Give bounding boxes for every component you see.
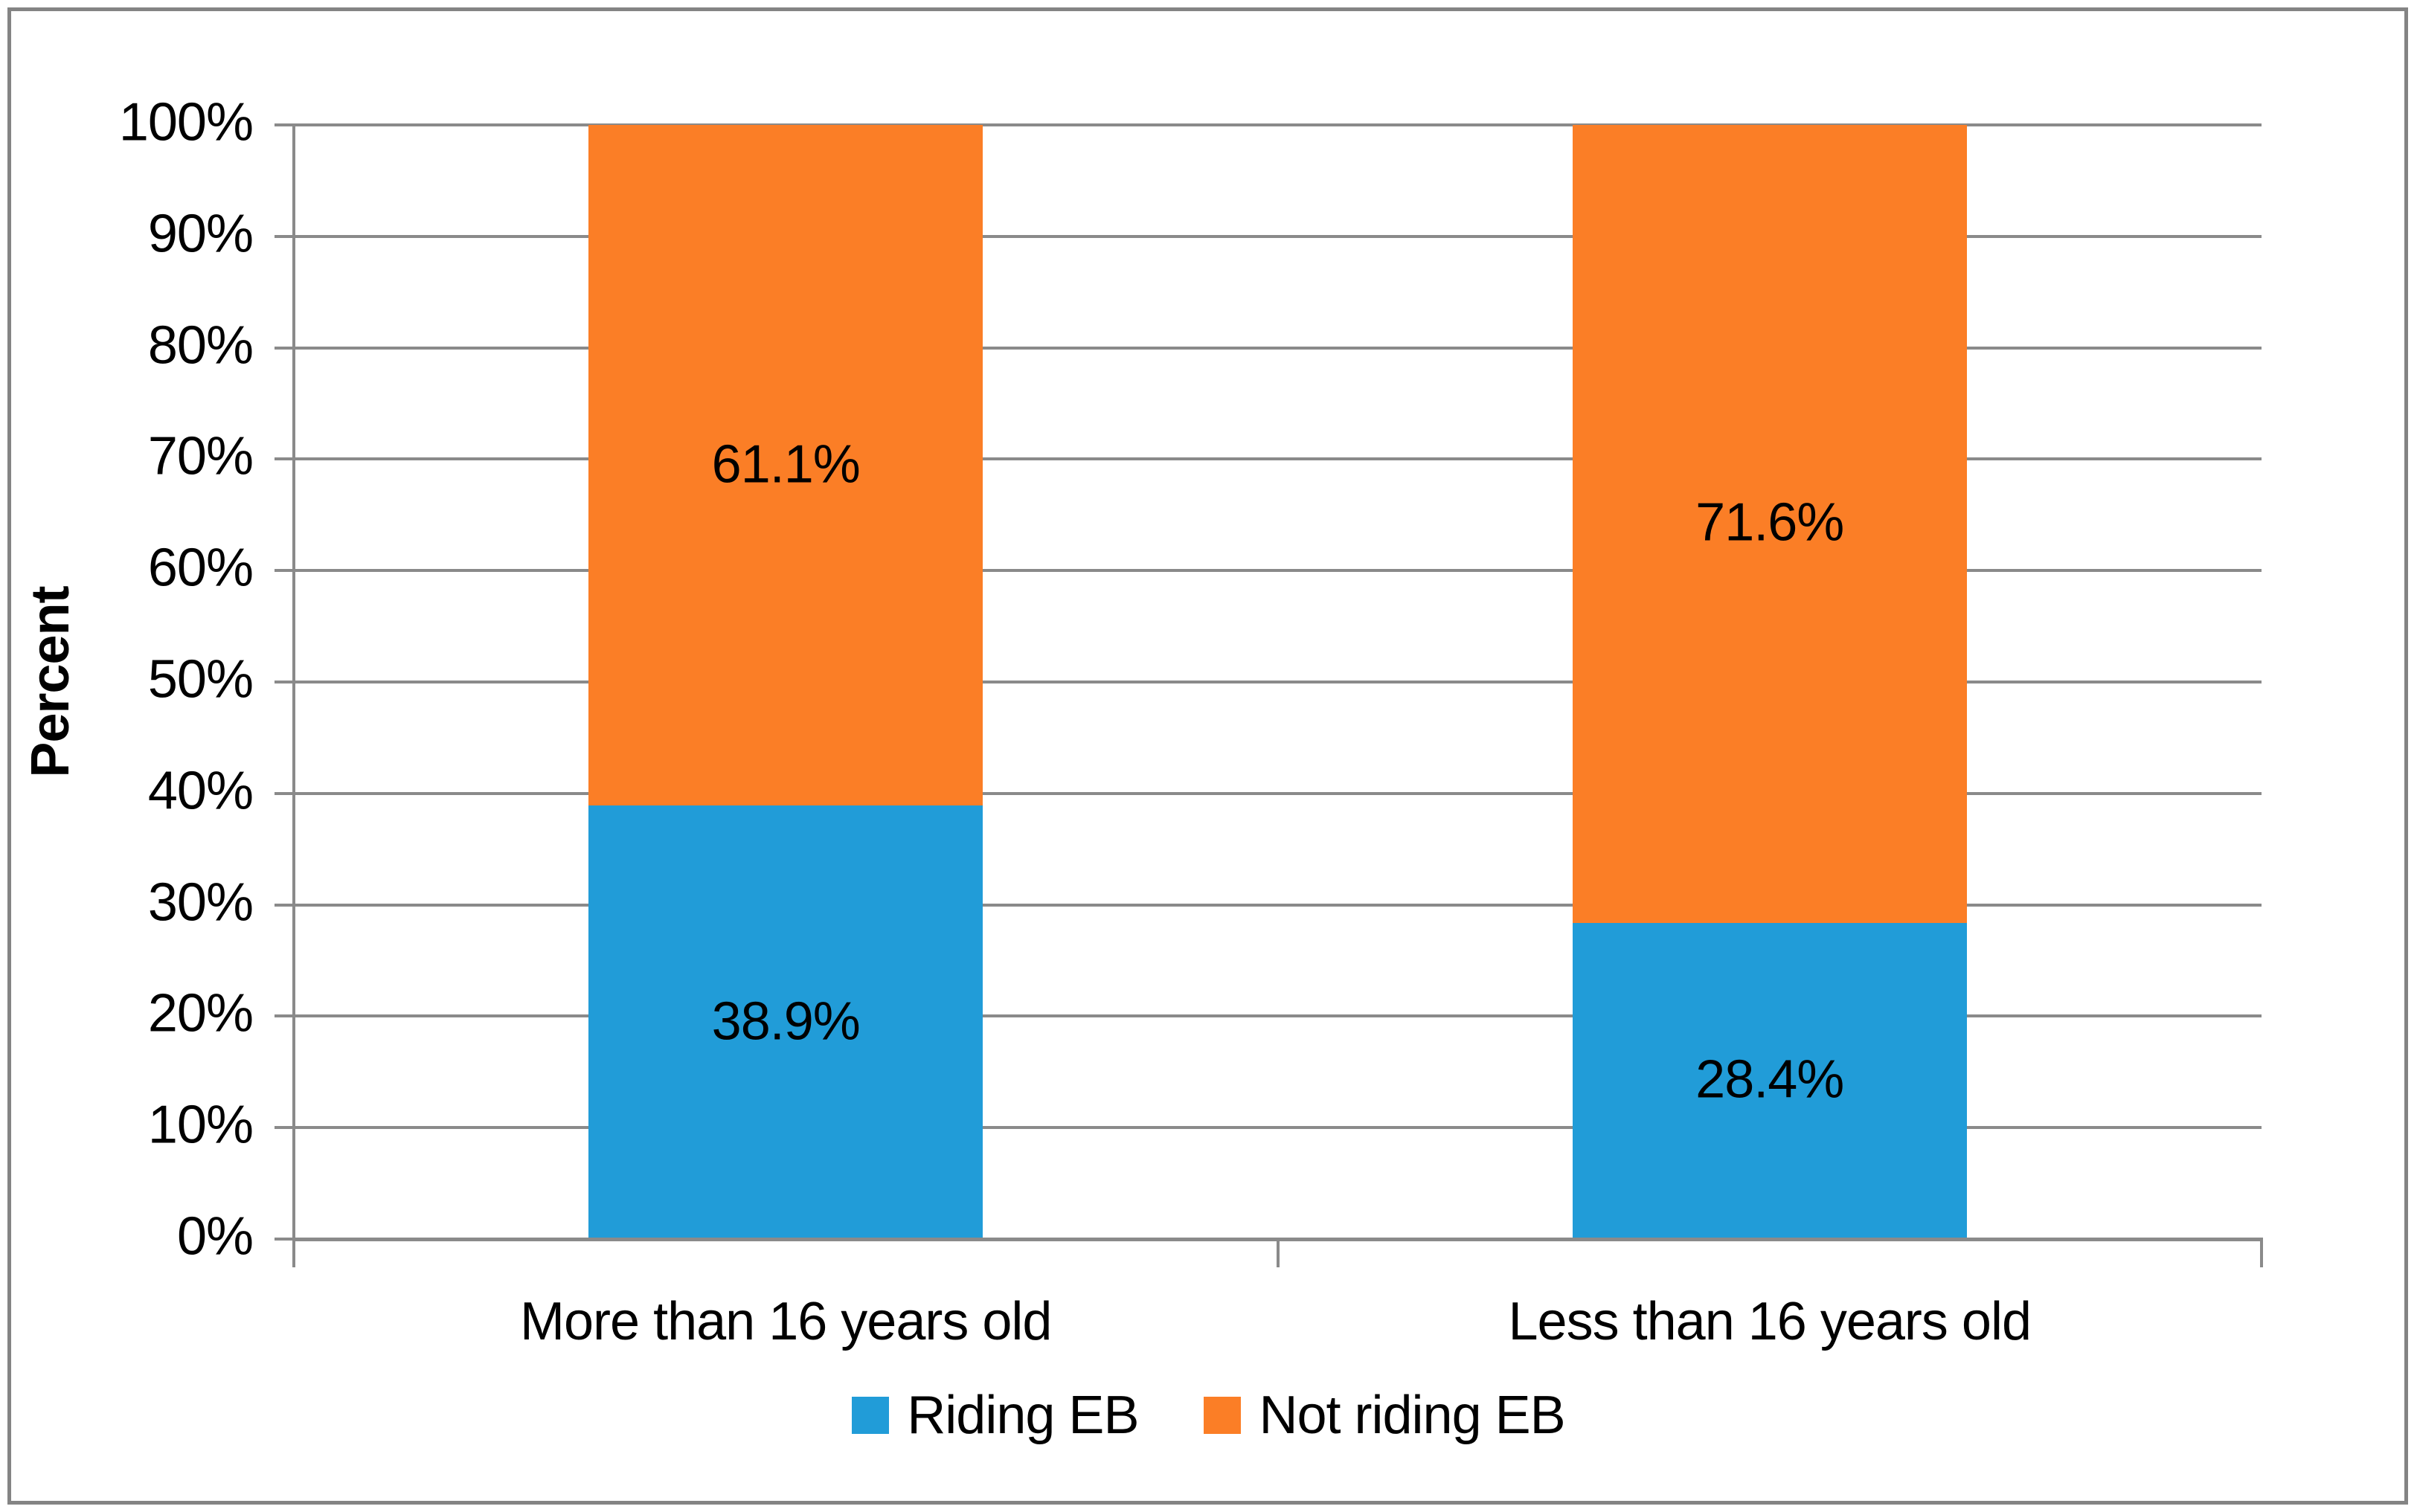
bar-segment-riding-eb	[588, 805, 983, 1239]
gridline	[294, 346, 2262, 350]
legend-swatch-not-riding-eb	[1204, 1397, 1242, 1434]
y-tick-label: 10%	[147, 1095, 254, 1155]
gridline	[294, 903, 2262, 907]
y-tick-label: 60%	[147, 538, 254, 598]
gridline	[294, 234, 2262, 238]
bar-segment-not-riding-eb	[588, 125, 983, 806]
gridline	[294, 1126, 2262, 1130]
data-label: 38.9%	[711, 991, 861, 1051]
y-tick-mark	[275, 681, 294, 683]
y-tick-label: 100%	[118, 92, 254, 152]
bar-segment-not-riding-eb	[1572, 125, 1967, 923]
gridline	[294, 569, 2262, 573]
y-tick-label: 0%	[176, 1206, 254, 1267]
legend-label: Not riding EB	[1259, 1386, 1565, 1445]
legend-label: Riding EB	[907, 1386, 1139, 1445]
gridline	[294, 791, 2262, 795]
y-axis-title: Percent	[21, 586, 80, 778]
y-tick-mark	[275, 346, 294, 350]
y-tick-mark	[275, 1014, 294, 1018]
y-tick-mark	[275, 569, 294, 573]
y-tick-label: 70%	[147, 427, 254, 487]
y-tick-label: 90%	[147, 204, 254, 264]
gridline	[294, 123, 2262, 126]
y-tick-mark	[275, 791, 294, 795]
data-label: 61.1%	[711, 434, 861, 494]
gridline	[294, 681, 2262, 683]
x-category-label: More than 16 years old	[520, 1292, 1052, 1351]
gridline	[294, 1014, 2262, 1018]
y-tick-mark	[275, 457, 294, 461]
y-tick-label: 50%	[147, 649, 254, 710]
y-tick-mark	[275, 234, 294, 238]
legend: Riding EB Not riding EB	[0, 1385, 2417, 1446]
y-tick-label: 40%	[147, 761, 254, 821]
legend-swatch-riding-eb	[852, 1397, 890, 1434]
bar-segment-riding-eb	[1572, 922, 1967, 1239]
data-label: 28.4%	[1695, 1049, 1844, 1110]
x-axis-line	[292, 1238, 2263, 1241]
y-tick-mark	[275, 903, 294, 907]
y-tick-mark	[275, 1238, 294, 1241]
gridline	[294, 457, 2262, 461]
data-label: 71.6%	[1695, 492, 1844, 553]
legend-item: Not riding EB	[1204, 1385, 1566, 1446]
y-tick-label: 80%	[147, 315, 254, 376]
y-tick-mark	[275, 123, 294, 126]
y-tick-mark	[275, 1126, 294, 1130]
y-axis-line	[292, 125, 295, 1267]
legend-item: Riding EB	[852, 1385, 1139, 1446]
x-tick-mark	[2260, 1239, 2263, 1267]
y-tick-label: 30%	[147, 872, 254, 933]
y-tick-label: 20%	[147, 984, 254, 1044]
x-category-label: Less than 16 years old	[1508, 1292, 2032, 1351]
x-tick-mark	[1276, 1239, 1280, 1267]
